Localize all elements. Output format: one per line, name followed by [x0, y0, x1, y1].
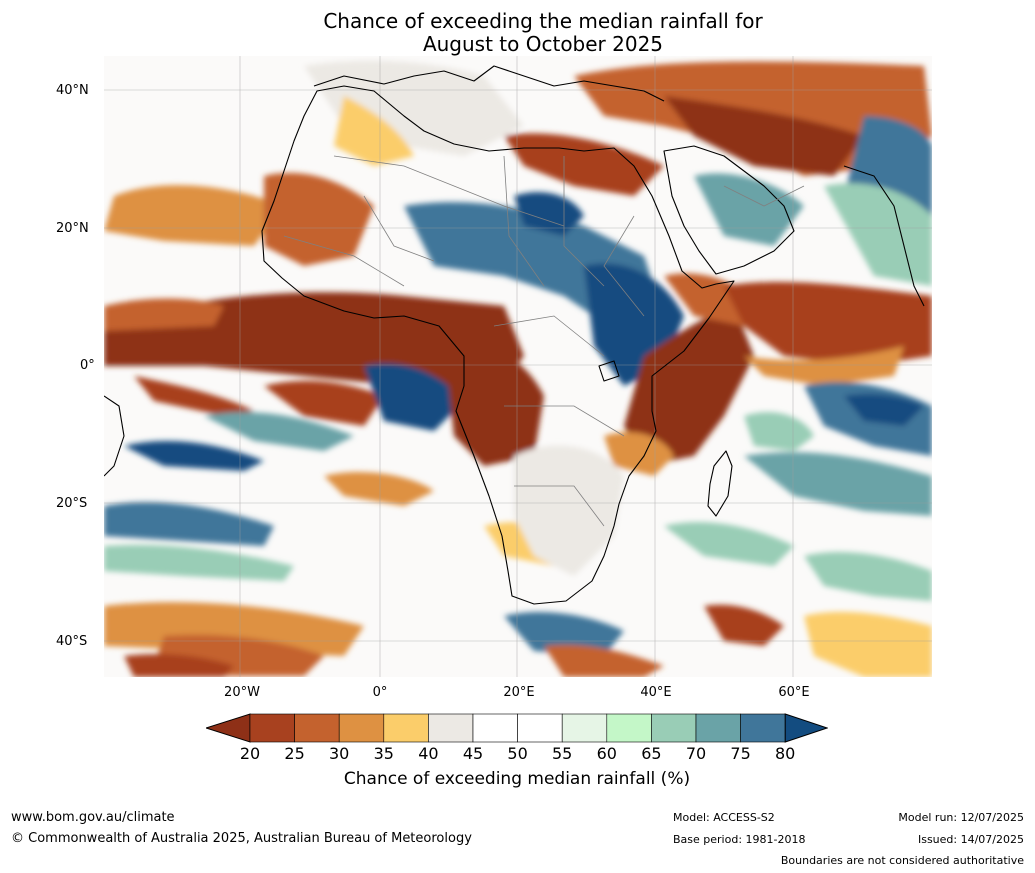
issued-text: Issued: 14/07/2025 [917, 833, 1024, 846]
colorbar-segment [561, 713, 608, 743]
lat-label-20s: 20°S [56, 496, 88, 511]
lon-label-40e: 40°E [640, 685, 672, 700]
lat-label-20n: 20°N [56, 221, 89, 236]
colorbar-segment [517, 713, 563, 743]
map-title: Chance of exceeding the median rainfall … [243, 10, 843, 56]
colorbar-segment [606, 713, 652, 743]
colorbar-tick-label: 55 [552, 744, 573, 763]
colorbar-tick-label: 30 [329, 744, 350, 763]
colorbar-segment [383, 713, 429, 743]
coastlines [104, 65, 925, 605]
graticule [104, 56, 932, 677]
colorbar-segments [204, 713, 829, 743]
colorbar-tick-label: 60 [596, 744, 617, 763]
lat-label-0: 0° [80, 358, 95, 373]
lat-label-40s: 40°S [56, 634, 88, 649]
rainfall-map[interactable] [104, 56, 932, 677]
lon-label-60e: 60°E [778, 685, 810, 700]
colorbar-segment [294, 713, 340, 743]
model-run-text: Model run: 12/07/2025 [898, 811, 1024, 824]
colorbar-tick-label: 35 [373, 744, 394, 763]
colorbar-tick-label: 50 [507, 744, 528, 763]
copyright-text: © Commonwealth of Australia 2025, Austra… [11, 831, 472, 846]
probability-fields [104, 60, 932, 677]
lon-label-20w: 20°W [224, 685, 260, 700]
title-line-2: August to October 2025 [422, 32, 664, 56]
rainfall-map-canvas [104, 56, 932, 677]
base-period-text: Base period: 1981-2018 [673, 833, 806, 846]
colorbar-tick-label: 70 [685, 744, 707, 763]
colorbar-tick-label: 25 [284, 744, 305, 763]
colorbar-label: Chance of exceeding median rainfall (%) [343, 769, 691, 789]
colorbar-segment [249, 713, 295, 743]
colorbar-tick-label: 80 [775, 744, 796, 763]
colorbar-segment [428, 713, 474, 743]
colorbar-extend-high [784, 713, 829, 743]
colorbar-tick-label: 20 [239, 744, 261, 763]
colorbar [204, 713, 829, 743]
colorbar-segment [695, 713, 741, 743]
colorbar-tick-label: 40 [418, 744, 439, 763]
colorbar-tick-label: 75 [730, 744, 751, 763]
disclaimer-text: Boundaries are not considered authoritat… [780, 854, 1024, 867]
colorbar-segment [472, 713, 518, 743]
website-link[interactable]: www.bom.gov.au/climate [11, 810, 175, 825]
country-borders [283, 155, 805, 527]
colorbar-tick-label: 45 [462, 744, 484, 763]
colorbar-segment [740, 713, 786, 743]
colorbar-extend-low [204, 713, 251, 743]
lon-label-0: 0° [372, 685, 388, 700]
colorbar-segment [338, 713, 385, 743]
colorbar-tick-label: 65 [641, 744, 662, 763]
lat-label-40n: 40°N [56, 83, 89, 98]
title-line-1: Chance of exceeding the median rainfall … [323, 9, 763, 33]
lon-label-20e: 20°E [503, 685, 535, 700]
model-text: Model: ACCESS-S2 [673, 811, 775, 824]
colorbar-segment [651, 713, 697, 743]
colorbar-svg [204, 713, 829, 743]
